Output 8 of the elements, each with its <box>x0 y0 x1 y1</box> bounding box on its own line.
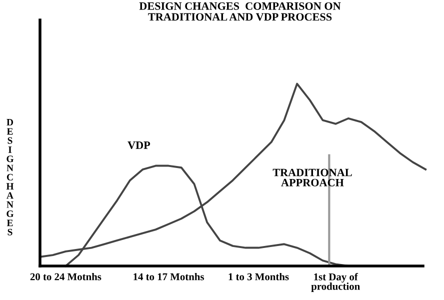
x-tick-label: 14 to 17 Motnhs <box>134 272 204 280</box>
x-tick-label: 1st Day of production <box>311 272 360 292</box>
x-tick-label: 1 to 3 Months <box>228 272 289 280</box>
x-tick-label: 20 to 24 Motnhs <box>30 272 102 280</box>
series-label: TRADITIONAL APPROACH <box>272 168 352 186</box>
text: DESIGN CHANGES <box>6 119 14 236</box>
series-label: VDP <box>128 142 150 149</box>
chart-title: DESIGN CHANGES COMPARISON ON TRADITIONAL AND VDP PROCESS <box>139 2 341 21</box>
